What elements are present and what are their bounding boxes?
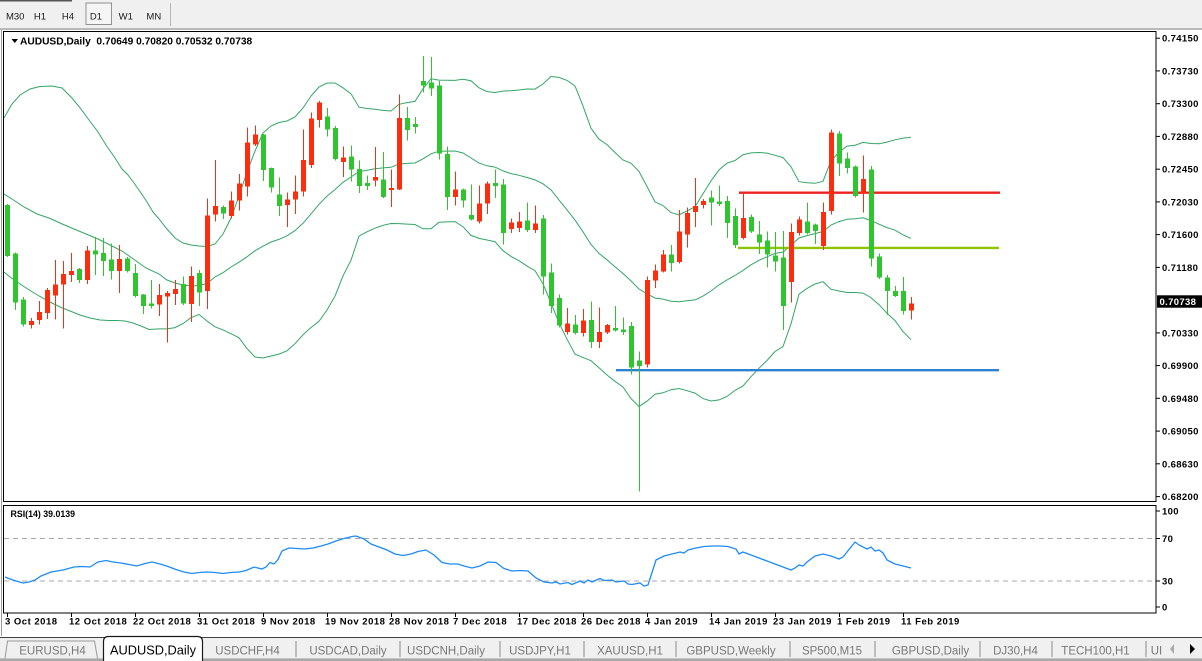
svg-text:0: 0 [1162,603,1168,614]
svg-text:9 Nov 2018: 9 Nov 2018 [261,617,316,628]
svg-text:AUDUSD,Daily 0.70649 0.70820: AUDUSD,Daily 0.70649 0.70820 0.70532 0.7… [20,37,253,48]
svg-text:H4: H4 [62,11,74,22]
svg-text:3 Oct 2018: 3 Oct 2018 [5,617,58,628]
svg-text:14 Jan 2019: 14 Jan 2019 [709,617,768,628]
svg-text:0.71600: 0.71600 [1162,230,1199,241]
svg-text:0.72450: 0.72450 [1162,165,1199,176]
svg-text:0.74150: 0.74150 [1162,34,1199,45]
svg-text:EURUSD,H4: EURUSD,H4 [19,646,86,658]
svg-text:22 Oct 2018: 22 Oct 2018 [133,617,191,628]
svg-text:26 Dec 2018: 26 Dec 2018 [581,617,641,628]
svg-text:0.69900: 0.69900 [1162,361,1199,372]
svg-text:MN: MN [146,11,161,22]
svg-text:28 Nov 2018: 28 Nov 2018 [389,617,449,628]
svg-text:RSI(14) 39.0139: RSI(14) 39.0139 [11,509,76,519]
svg-text:0.73300: 0.73300 [1162,99,1199,110]
svg-text:0.71180: 0.71180 [1162,263,1198,274]
svg-text:0.70738: 0.70738 [1160,297,1197,308]
svg-text:TECH100,H1: TECH100,H1 [1061,646,1129,658]
svg-text:0.72880: 0.72880 [1162,132,1199,143]
svg-text:7 Dec 2018: 7 Dec 2018 [453,617,507,628]
svg-text:23 Jan 2019: 23 Jan 2019 [773,617,832,628]
svg-text:USDCNH,Daily: USDCNH,Daily [407,646,485,658]
svg-text:USDCAD,Daily: USDCAD,Daily [309,646,387,658]
svg-text:DJ30,H4: DJ30,H4 [993,646,1038,658]
svg-text:0.69480: 0.69480 [1162,394,1199,405]
svg-text:GBPUSD,Weekly: GBPUSD,Weekly [686,646,776,658]
svg-text:0.72030: 0.72030 [1162,197,1199,208]
svg-text:0.68200: 0.68200 [1162,492,1199,503]
svg-text:SP500,M15: SP500,M15 [802,646,862,658]
svg-text:D1: D1 [90,11,102,22]
svg-text:H1: H1 [34,11,46,22]
svg-text:GBPUSD,Daily: GBPUSD,Daily [892,646,970,658]
svg-text:30: 30 [1162,577,1173,588]
svg-text:11 Feb 2019: 11 Feb 2019 [901,617,960,628]
svg-text:USDJPY,H1: USDJPY,H1 [509,646,571,658]
svg-text:W1: W1 [119,11,133,22]
svg-text:17 Dec 2018: 17 Dec 2018 [517,617,577,628]
svg-text:UI: UI [1151,646,1163,658]
svg-text:19 Nov 2018: 19 Nov 2018 [325,617,385,628]
svg-text:12 Oct 2018: 12 Oct 2018 [69,617,127,628]
svg-text:XAUUSD,H1: XAUUSD,H1 [597,646,663,658]
svg-text:0.68630: 0.68630 [1162,459,1199,470]
svg-text:USDCHF,H4: USDCHF,H4 [215,646,280,658]
svg-text:0.69050: 0.69050 [1162,427,1199,438]
svg-text:0.73730: 0.73730 [1162,66,1199,77]
svg-text:1 Feb 2019: 1 Feb 2019 [837,617,891,628]
svg-text:0.70330: 0.70330 [1162,328,1199,339]
svg-text:AUDUSD,Daily: AUDUSD,Daily [110,643,197,658]
svg-text:M30: M30 [6,11,24,22]
svg-text:4 Jan 2019: 4 Jan 2019 [645,617,698,628]
svg-text:70: 70 [1162,534,1173,545]
svg-text:31 Oct 2018: 31 Oct 2018 [197,617,255,628]
svg-text:100: 100 [1162,507,1179,518]
